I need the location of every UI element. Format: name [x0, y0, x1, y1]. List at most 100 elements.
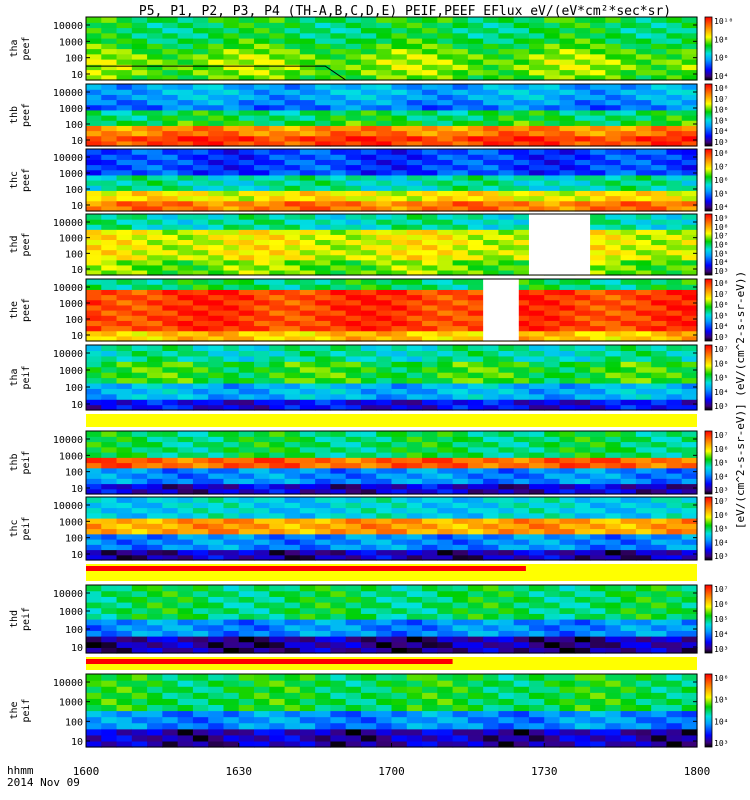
heatmap-cell	[498, 478, 515, 485]
heatmap-cell	[360, 446, 377, 453]
heatmap-cell	[391, 502, 408, 509]
heatmap-cell	[269, 585, 286, 592]
heatmap-cell	[452, 43, 469, 50]
heatmap-cell	[192, 483, 209, 490]
heatmap-cell	[147, 48, 163, 55]
heatmap-cell	[605, 64, 622, 71]
heatmap-cell	[498, 38, 515, 44]
heatmap-cell	[574, 710, 591, 718]
heatmap-cell	[406, 69, 423, 76]
heatmap-cell	[147, 249, 163, 256]
heatmap-cell	[269, 299, 286, 306]
heatmap-cell	[422, 431, 438, 437]
panel-ylabel-species: peif	[21, 607, 32, 631]
heatmap-cell	[192, 382, 209, 389]
heatmap-cell	[559, 549, 576, 556]
heatmap-cell	[238, 497, 255, 503]
heatmap-cell	[422, 310, 438, 316]
heatmap-cell	[330, 686, 347, 693]
heatmap-cell	[391, 279, 408, 285]
heatmap-cell	[605, 404, 622, 411]
heatmap-cell	[116, 32, 133, 39]
heatmap-cell	[162, 125, 179, 132]
heatmap-cell	[528, 345, 545, 352]
heatmap-cell	[590, 488, 606, 495]
heatmap-cell	[666, 140, 683, 147]
heatmap-cell	[483, 686, 500, 693]
heatmap-cell	[651, 315, 668, 321]
heatmap-cell	[147, 180, 163, 186]
heatmap-cell	[147, 355, 163, 362]
heatmap-cell	[345, 140, 362, 147]
heatmap-cell	[116, 596, 133, 603]
heatmap-cell	[147, 289, 163, 296]
heatmap-cell	[681, 539, 698, 545]
heatmap-cell	[208, 22, 225, 29]
heatmap-cell	[330, 48, 347, 55]
heatmap-cell	[269, 393, 286, 400]
heatmap-cell	[452, 518, 469, 524]
heatmap-cell	[208, 185, 225, 191]
heatmap-cell	[284, 716, 301, 724]
heatmap-cell	[162, 698, 179, 706]
heatmap-cell	[238, 249, 255, 256]
heatmap-cell	[254, 372, 270, 379]
heatmap-cell	[147, 104, 163, 111]
heatmap-cell	[192, 200, 209, 207]
heatmap-cell	[101, 462, 118, 469]
heatmap-cell	[223, 239, 240, 246]
heatmap-cell	[544, 473, 561, 479]
heatmap-cell	[162, 641, 179, 648]
heatmap-cell	[559, 130, 576, 137]
heatmap-cell	[376, 630, 393, 637]
heatmap-cell	[192, 219, 209, 225]
heatmap-cell	[223, 154, 240, 160]
heatmap-cell	[86, 488, 102, 495]
heatmap-cell	[437, 229, 454, 235]
heatmap-cell	[452, 372, 469, 379]
heatmap-cell	[635, 120, 652, 126]
heatmap-cell	[192, 590, 209, 597]
heatmap-cell	[284, 523, 301, 530]
heatmap-cell	[513, 554, 530, 561]
heatmap-cell	[315, 180, 332, 186]
heatmap-cell	[544, 641, 561, 648]
heatmap-cell	[116, 264, 133, 271]
heatmap-cell	[590, 294, 606, 301]
heatmap-cell	[208, 457, 225, 464]
heatmap-cell	[437, 315, 454, 321]
heatmap-cell	[513, 680, 530, 687]
heatmap-cell	[666, 710, 683, 718]
heatmap-cell	[192, 624, 209, 631]
heatmap-cell	[376, 32, 393, 39]
heatmap-cell	[315, 497, 332, 503]
heatmap-cell	[299, 169, 316, 176]
heatmap-cell	[299, 436, 316, 443]
heatmap-cell	[406, 125, 423, 132]
heatmap-cell	[345, 404, 362, 411]
heatmap-cell	[635, 53, 652, 60]
heatmap-cell	[666, 205, 683, 212]
heatmap-cell	[299, 596, 316, 603]
heatmap-cell	[681, 636, 698, 643]
heatmap-cell	[513, 169, 530, 176]
heatmap-cell	[559, 109, 576, 116]
heatmap-cell	[513, 462, 530, 469]
heatmap-cell	[406, 710, 423, 718]
heatmap-cell	[284, 279, 301, 285]
heatmap-cell	[345, 680, 362, 687]
heatmap-cell	[330, 674, 347, 681]
heatmap-cell	[101, 43, 118, 50]
heatmap-cell	[376, 205, 393, 212]
heatmap-cell	[147, 325, 163, 332]
heatmap-cell	[437, 22, 454, 29]
heatmap-cell	[422, 180, 438, 186]
heatmap-cell	[513, 549, 530, 556]
heatmap-cell	[590, 512, 606, 519]
heatmap-cell	[223, 254, 240, 261]
heatmap-cell	[483, 478, 500, 485]
heatmap-cell	[513, 200, 530, 207]
heatmap-cell	[483, 602, 500, 609]
heatmap-cell	[147, 446, 163, 453]
heatmap-cell	[360, 315, 377, 321]
